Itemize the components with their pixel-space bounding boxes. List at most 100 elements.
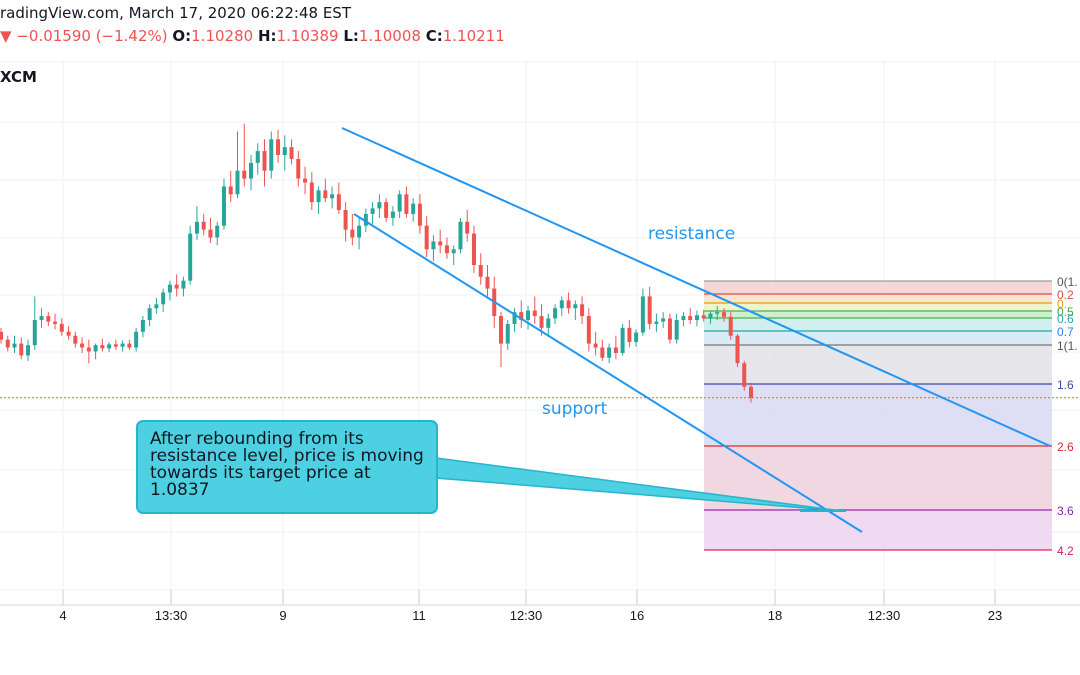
candle-body-35 [235,170,240,195]
axis-tick-label-7: 12:30 [868,608,901,623]
candle-body-77 [519,312,524,320]
candle-body-10 [66,331,71,336]
candle-body-57 [384,202,389,218]
time-axis: 4 13:30 9 11 12:30 16 18 12:30 23 [0,590,1080,623]
fib-extension-zones: 0(1.0.20.0.50.60.71(1. 1.6 2.6 3.6 4.2 [704,275,1078,558]
low-label: L: [343,27,359,45]
candle-body-110 [742,363,747,387]
support-label: support [542,399,608,419]
fib-label-3: 0.5 [1057,305,1074,319]
candle-body-1 [5,339,10,348]
candle-body-105 [708,313,713,319]
candle-body-90 [607,347,612,358]
candle-body-28 [188,233,193,281]
fib-zone-8 [704,446,1052,510]
candle-body-87 [586,316,591,344]
candle-body-70 [471,233,476,265]
open-value: 1.10280 [191,27,254,45]
candle-body-45 [303,178,308,183]
fib-zone-4 [704,318,1052,331]
candle-body-46 [309,182,314,203]
low-value: 1.10008 [358,27,421,45]
candle-body-67 [451,249,456,254]
candle-body-23 [154,304,159,309]
trend-drawings: resistance support [0,127,1080,533]
fib-label-8: 2.6 [1057,440,1074,454]
candle-body-92 [620,327,625,353]
candle-body-101 [681,316,686,320]
candle-body-8 [53,321,58,324]
candle-body-22 [147,308,152,320]
candle-body-38 [255,151,260,163]
fib-label-2: 0. [1057,297,1067,311]
fib-zone-0 [704,281,1052,294]
candle-body-25 [167,284,172,293]
candle-body-97 [654,321,659,324]
fib-zone-9 [704,510,1052,550]
candle-body-11 [73,335,78,344]
candle-body-80 [539,316,544,328]
candle-body-43 [289,147,294,159]
axis-tick-label-3: 11 [412,608,426,623]
axis-tick-label-8: 23 [988,608,1002,623]
candle-body-81 [546,318,551,328]
fib-zone-2 [704,303,1052,311]
axis-tick-label-0: 4 [59,608,66,623]
fib-label-0: 0(1. [1057,275,1078,289]
candle-body-19 [127,343,132,348]
candle-body-102 [688,316,693,320]
fib-zone-3 [704,311,1052,318]
candle-body-64 [431,241,436,250]
candle-body-109 [735,335,740,364]
candle-body-13 [86,347,91,352]
candle-body-93 [627,327,632,342]
axis-tick-label-1: 13:30 [155,608,188,623]
candle-body-4 [26,345,31,356]
fib-label-6: 1(1. [1057,339,1078,353]
candle-body-85 [573,304,578,309]
close-value: 1.10211 [442,27,505,45]
candle-body-2 [12,343,17,348]
axis-tick-label-5: 16 [630,608,644,623]
candle-body-84 [566,300,571,309]
candle-body-108 [728,316,733,336]
analysis-callout[interactable]: After rebounding from its resistance lev… [136,420,438,514]
candle-body-94 [634,332,639,342]
candle-body-71 [478,265,483,277]
candle-body-17 [113,344,118,347]
candle-body-34 [228,186,233,195]
open-label: O: [172,27,192,45]
candle-body-56 [377,202,382,209]
candle-body-40 [269,139,274,171]
high-label: H: [257,27,277,45]
candle-body-75 [505,323,510,344]
candle-body-33 [221,186,226,226]
candle-body-65 [438,241,443,246]
candle-body-42 [282,147,287,155]
symbol-fragment: XCM [0,68,37,86]
candle-body-63 [424,225,429,250]
candle-body-50 [336,194,341,210]
candle-body-53 [357,225,362,238]
candle-body-96 [647,296,652,324]
candle-body-37 [249,162,253,179]
axis-tick-label-4: 12:30 [510,608,543,623]
candle-body-20 [134,331,139,348]
candle-body-59 [397,194,402,212]
candle-body-6 [39,316,44,320]
axis-tick-label-2: 9 [279,608,286,623]
change-value: −0.01590 (−1.42%) [16,27,168,45]
fib-zone-7 [704,384,1052,446]
fib-zone-5 [704,331,1052,345]
fib-label-7: 1.6 [1057,378,1074,392]
candle-body-95 [640,296,645,333]
candle-body-72 [485,276,490,289]
candle-body-68 [458,221,463,250]
candle-body-3 [19,343,24,356]
candle-body-7 [46,316,51,322]
header-source-date: radingView.com, March 17, 2020 06:22:48 … [0,4,351,22]
candle-body-14 [93,345,98,352]
source-date-text: radingView.com, March 17, 2020 06:22:48 … [0,4,351,22]
